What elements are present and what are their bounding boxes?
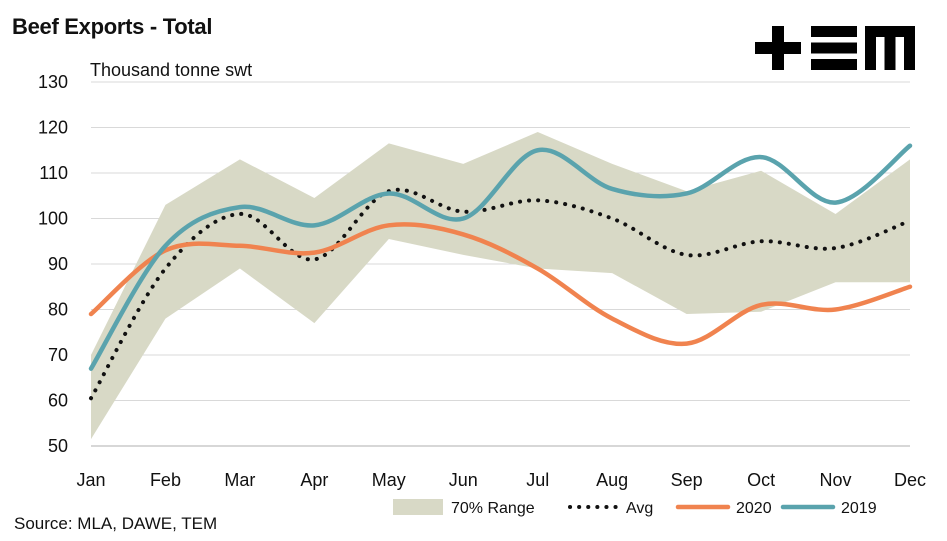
y-tick-label: 80 bbox=[48, 300, 68, 320]
source-note: Source: MLA, DAWE, TEM bbox=[14, 514, 218, 533]
legend-label-avg: Avg bbox=[626, 500, 653, 517]
x-tick-label: Jun bbox=[449, 470, 478, 490]
legend-label-2020: 2020 bbox=[736, 500, 772, 517]
legend-swatch-range bbox=[393, 499, 443, 515]
legend-label-2019: 2019 bbox=[841, 500, 877, 517]
chart-title: Beef Exports - Total bbox=[12, 14, 213, 39]
unit-label: Thousand tonne swt bbox=[90, 60, 252, 80]
tem-logo bbox=[755, 26, 915, 70]
series-line-avg bbox=[89, 187, 912, 401]
y-tick-label: 120 bbox=[38, 118, 68, 138]
y-tick-label: 50 bbox=[48, 436, 68, 456]
x-tick-label: Dec bbox=[894, 470, 926, 490]
x-tick-label: Apr bbox=[300, 470, 328, 490]
y-tick-label: 100 bbox=[38, 209, 68, 229]
x-tick-label: Jan bbox=[76, 470, 105, 490]
series-line-2019 bbox=[88, 143, 913, 371]
x-tick-label: May bbox=[372, 470, 406, 490]
x-tick-label: Aug bbox=[596, 470, 628, 490]
x-tick-label: Sep bbox=[671, 470, 703, 490]
y-tick-label: 110 bbox=[39, 163, 68, 183]
y-tick-label: 130 bbox=[38, 72, 68, 92]
legend-label-range: 70% Range bbox=[451, 500, 535, 517]
y-tick-label: 90 bbox=[48, 254, 68, 274]
x-tick-label: Feb bbox=[150, 470, 181, 490]
x-tick-label: Oct bbox=[747, 470, 775, 490]
range-band-area bbox=[91, 132, 910, 440]
y-tick-label: 60 bbox=[48, 391, 68, 411]
x-tick-label: Jul bbox=[526, 470, 549, 490]
x-tick-label: Nov bbox=[820, 470, 852, 490]
x-tick-label: Mar bbox=[224, 470, 255, 490]
series-line-2020 bbox=[88, 222, 913, 347]
y-tick-label: 70 bbox=[48, 345, 68, 365]
